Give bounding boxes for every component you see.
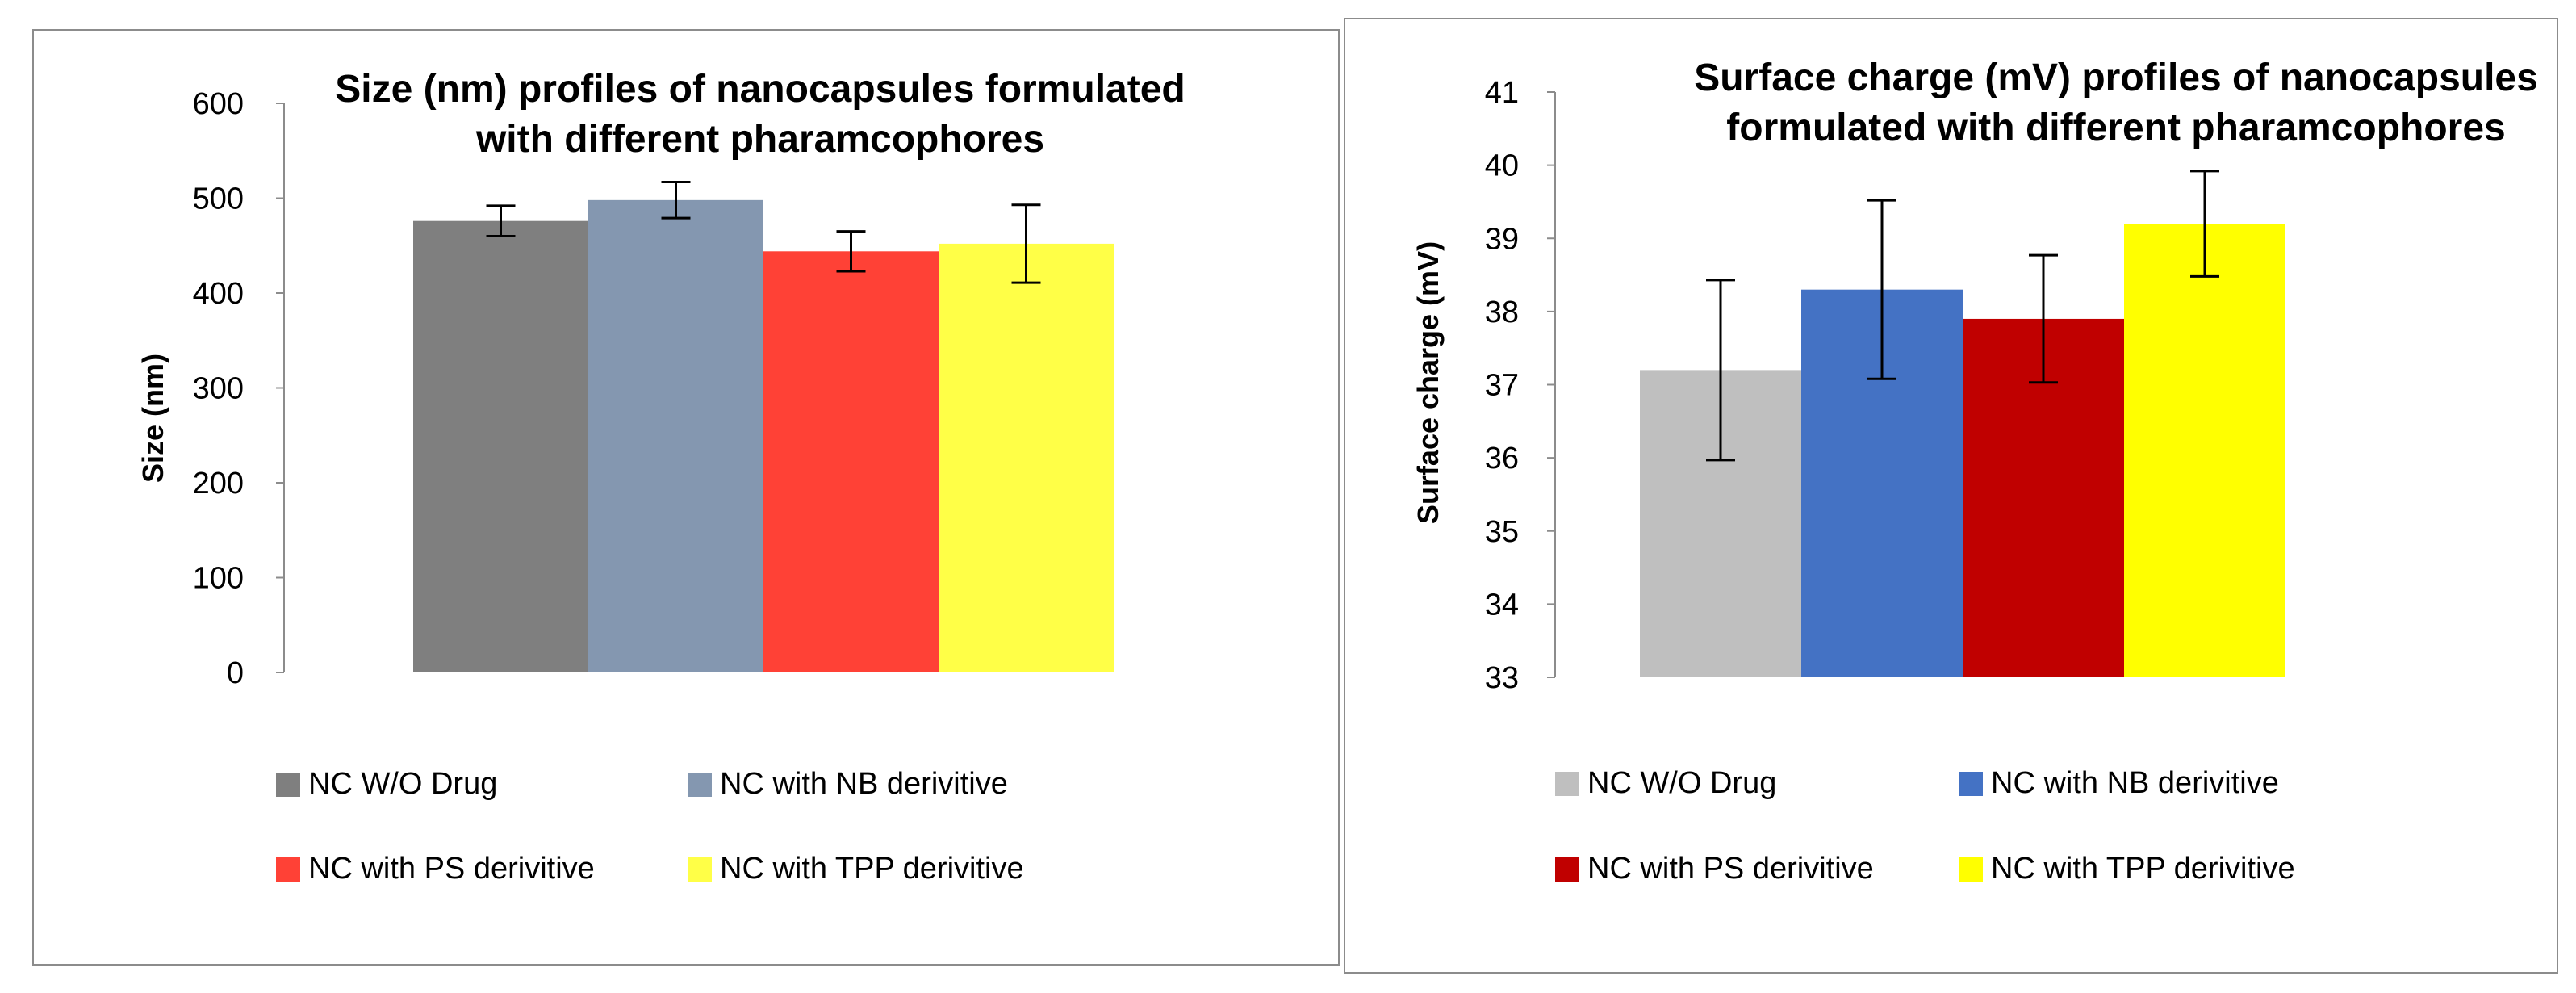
legend-label: NC with TPP derivitive [1991,852,2295,886]
bar [413,220,588,672]
y-tick-label: 37 [1485,369,1519,403]
legend-swatch [688,773,712,797]
y-tick-label: 36 [1485,442,1519,476]
legend-swatch [276,773,300,797]
chart-title-line: formulated with different pharamcophores [1726,107,2505,149]
y-tick-label: 600 [193,87,244,121]
y-tick-label: 33 [1485,661,1519,695]
y-tick-label: 40 [1485,149,1519,183]
legend-label: NC W/O Drug [308,767,497,801]
y-tick-label: 34 [1485,588,1519,622]
legend-swatch [688,857,712,882]
chart-title-line: Surface charge (mV) profiles of nanocaps… [1694,57,2538,99]
legend-label: NC W/O Drug [1587,766,1776,800]
legend-swatch [1959,772,1983,796]
chart-title-line: with different pharamcophores [475,118,1044,161]
y-axis-label: Surface charge (mV) [1411,241,1445,524]
legend-swatch [1959,857,1983,882]
chart-title-line: Size (nm) profiles of nanocapsules formu… [335,68,1186,111]
y-axis-label: Size (nm) [136,354,169,483]
legend-swatch [1555,772,1579,796]
bar [939,243,1114,672]
legend-label: NC with NB derivitive [720,767,1008,801]
y-tick-label: 0 [227,656,244,690]
y-tick-label: 39 [1485,222,1519,256]
y-tick-label: 200 [193,467,244,501]
surface-charge-chart-canvas: Surface charge (mV) profiles of nanocaps… [1411,57,2538,886]
legend-label: NC with NB derivitive [1991,766,2279,800]
legend-label: NC with PS derivitive [308,852,595,886]
y-tick-label: 400 [193,277,244,311]
legend-swatch [1555,857,1579,882]
legend-label: NC with PS derivitive [1587,852,1874,886]
y-tick-label: 38 [1485,295,1519,329]
bar [763,251,939,672]
bar [588,199,763,673]
y-tick-label: 41 [1485,76,1519,110]
y-tick-label: 35 [1485,515,1519,549]
y-tick-label: 500 [193,182,244,216]
size-chart-canvas: Size (nm) profiles of nanocapsules formu… [136,68,1186,886]
y-tick-label: 100 [193,562,244,596]
y-tick-label: 300 [193,372,244,406]
size-chart: Size (nm) profiles of nanocapsules formu… [32,29,1340,966]
legend-swatch [276,857,300,882]
legend-label: NC with TPP derivitive [720,852,1024,886]
bar [2124,224,2285,677]
surface-charge-chart: Surface charge (mV) profiles of nanocaps… [1344,18,2558,974]
